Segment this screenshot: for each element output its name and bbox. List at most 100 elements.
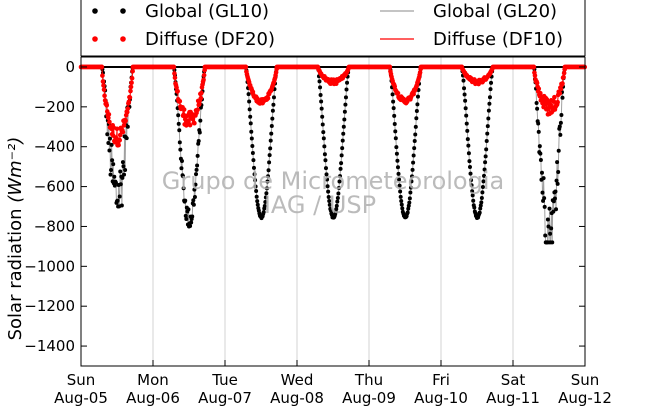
data-point-global-gl10	[195, 163, 200, 168]
data-point-global-gl10	[462, 92, 467, 97]
data-point-global-gl10	[106, 140, 111, 145]
data-point-global-gl10	[120, 160, 125, 165]
data-point-global-gl10	[483, 154, 488, 159]
data-point-diffuse-df20	[198, 95, 204, 101]
data-point-global-gl10	[409, 179, 414, 184]
data-point-global-gl10	[410, 167, 415, 172]
data-point-diffuse-df20	[542, 101, 548, 107]
data-point-global-gl10	[408, 190, 413, 195]
data-point-global-gl10	[183, 213, 188, 218]
data-point-global-gl10	[396, 171, 401, 176]
data-point-global-gl10	[178, 147, 183, 152]
data-point-global-gl10	[536, 129, 541, 134]
data-point-global-gl10	[109, 167, 114, 172]
data-point-global-gl10	[543, 233, 548, 238]
data-point-global-gl10	[192, 195, 197, 200]
legend-label: Global (GL10)	[145, 1, 269, 22]
data-point-global-gl10	[485, 124, 490, 129]
data-point-global-gl10	[263, 195, 268, 200]
data-point-global-gl10	[398, 194, 403, 199]
data-point-global-gl10	[537, 144, 542, 149]
data-point-diffuse-df20	[196, 101, 202, 107]
data-point-global-gl10	[186, 207, 191, 212]
data-point-global-gl10	[184, 217, 189, 222]
x-tick-label-date: Aug-06	[126, 389, 180, 407]
data-point-global-gl10	[463, 106, 468, 111]
data-point-diffuse-df20	[562, 67, 567, 72]
data-point-global-gl10	[555, 160, 560, 165]
data-point-global-gl10	[405, 210, 410, 215]
data-point-global-gl10	[466, 151, 471, 156]
data-point-global-gl10	[251, 158, 256, 163]
data-point-diffuse-df20	[346, 65, 351, 71]
data-point-global-gl10	[406, 203, 411, 208]
x-tick-label-date: Aug-10	[414, 389, 468, 407]
data-point-global-gl10	[117, 194, 122, 199]
data-point-global-gl10	[120, 175, 125, 180]
data-point-global-gl10	[253, 178, 258, 183]
data-point-global-gl10	[538, 151, 543, 156]
data-point-global-gl10	[393, 136, 398, 141]
data-point-global-gl10	[560, 95, 565, 100]
data-point-diffuse-df20	[534, 80, 540, 86]
data-point-global-gl10	[488, 87, 493, 92]
data-point-global-gl10	[399, 198, 404, 203]
data-point-global-gl10	[470, 193, 475, 198]
data-point-diffuse-df20	[100, 79, 106, 84]
data-point-global-gl10	[391, 106, 396, 111]
data-point-global-gl10	[412, 146, 417, 151]
data-point-global-gl10	[558, 132, 563, 137]
data-point-global-gl10	[118, 169, 123, 174]
data-point-global-gl10	[538, 157, 543, 162]
legend-marker	[120, 36, 126, 42]
data-point-global-gl10	[267, 153, 272, 158]
data-point-global-gl10	[327, 198, 332, 203]
y-tick-label: −200	[34, 98, 75, 116]
data-point-diffuse-df20	[538, 90, 543, 96]
data-point-diffuse-df20	[536, 86, 542, 92]
data-point-global-gl10	[264, 191, 269, 196]
data-point-global-gl10	[540, 190, 545, 195]
data-point-global-gl10	[486, 108, 491, 113]
data-point-diffuse-df20	[532, 73, 538, 78]
data-point-global-gl10	[550, 240, 555, 245]
data-point-global-gl10	[341, 131, 346, 136]
y-tick-label: −400	[34, 138, 75, 156]
data-point-global-gl10	[318, 85, 323, 90]
legend-entry: Global (GL20)	[380, 1, 557, 22]
data-point-diffuse-df20	[555, 99, 560, 105]
data-point-global-gl10	[554, 178, 559, 183]
data-point-diffuse-df20	[125, 106, 131, 111]
data-point-global-gl10	[397, 183, 402, 188]
x-tick-label-day: Wed	[281, 371, 314, 389]
data-point-global-gl10	[344, 87, 349, 92]
data-point-global-gl10	[487, 101, 492, 106]
data-point-global-gl10	[470, 189, 475, 194]
data-point-global-gl10	[556, 169, 561, 174]
data-point-global-gl10	[469, 178, 474, 183]
data-point-global-gl10	[558, 120, 563, 125]
data-point-global-gl10	[268, 138, 273, 143]
data-point-global-gl10	[320, 122, 325, 127]
data-point-global-gl10	[254, 194, 259, 199]
y-tick-label: −1000	[24, 257, 75, 275]
data-point-global-gl10	[464, 121, 469, 126]
data-point-global-gl10	[465, 128, 470, 133]
legend-label: Diffuse (DF20)	[145, 29, 275, 50]
data-point-global-gl10	[343, 102, 348, 107]
data-point-global-gl10	[335, 199, 340, 204]
data-point-diffuse-df20	[490, 65, 495, 71]
data-point-global-gl10	[339, 161, 344, 166]
data-point-global-gl10	[480, 190, 485, 195]
data-point-diffuse-df20	[117, 132, 123, 138]
data-point-diffuse-df20	[127, 95, 133, 100]
data-point-global-gl10	[247, 99, 252, 104]
data-point-global-gl10	[345, 80, 350, 85]
data-point-global-gl10	[406, 206, 411, 211]
x-tick-label-day: Tue	[211, 371, 238, 389]
data-point-global-gl10	[249, 129, 254, 134]
data-point-global-gl10	[327, 202, 332, 207]
data-point-global-gl10	[252, 172, 257, 177]
data-point-global-gl10	[334, 203, 339, 208]
